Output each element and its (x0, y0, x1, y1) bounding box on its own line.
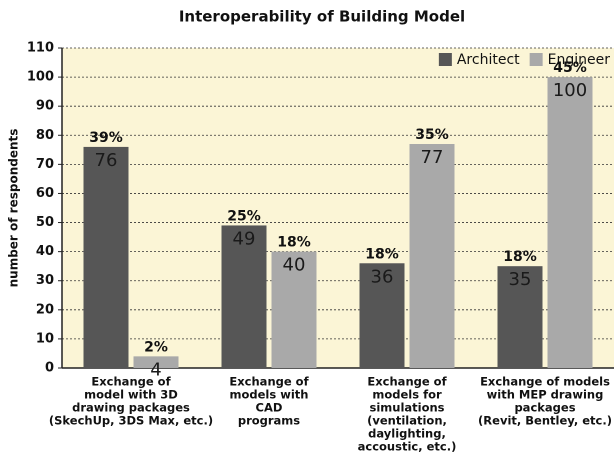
bar (547, 77, 593, 368)
percent-label: 18% (277, 235, 311, 251)
bar (133, 356, 179, 368)
x-tick-label: daylighting, (368, 427, 446, 441)
y-tick-label: 50 (36, 215, 54, 230)
x-tick-label: drawing packages (72, 401, 190, 415)
x-tick-label: models for (372, 388, 442, 402)
percent-label: 45% (553, 60, 587, 76)
y-tick-label: 100 (27, 70, 54, 85)
value-label: 76 (95, 150, 118, 171)
chart-title: Interoperability of Building Model (179, 8, 465, 26)
bar (359, 263, 405, 368)
bar (221, 225, 267, 368)
legend-swatch (438, 53, 452, 66)
y-tick-label: 40 (36, 244, 54, 259)
x-tick-label: with MEP drawing (487, 388, 604, 402)
x-tick-label: model with 3D (84, 388, 178, 402)
value-label: 36 (371, 266, 394, 287)
value-label: 4 (150, 359, 161, 380)
x-tick-label: (SkechUp, 3DS Max, etc.) (49, 414, 213, 428)
bar (271, 251, 317, 368)
x-tick-label: models with (230, 388, 309, 402)
x-tick-label: CAD (256, 401, 283, 415)
percent-label: 25% (227, 208, 261, 224)
legend-label: Engineer (548, 52, 611, 68)
x-tick-label: (Revit, Bentley, etc.) (478, 414, 612, 428)
bar (497, 266, 543, 368)
y-tick-label: 30 (36, 273, 54, 288)
x-tick-label: (ventilation, (367, 414, 447, 428)
value-label: 49 (233, 228, 256, 249)
x-tick-label: Exchange of (367, 375, 447, 389)
value-label: 77 (421, 147, 444, 168)
value-label: 100 (553, 80, 587, 101)
x-tick-label: Exchange of models (480, 375, 610, 389)
percent-label: 18% (503, 249, 537, 265)
bar (83, 146, 129, 368)
percent-label: 39% (89, 130, 123, 146)
bar (409, 144, 455, 368)
y-tick-label: 70 (36, 157, 54, 172)
x-tick-label: simulations (369, 401, 444, 415)
y-axis-label: number of respondents (7, 129, 21, 288)
legend-label: Architect (457, 52, 520, 68)
x-tick-label: programs (238, 414, 300, 428)
percent-label: 2% (144, 339, 168, 355)
legend-swatch (529, 53, 543, 66)
x-tick-label: Exchange of (229, 375, 309, 389)
y-tick-label: 80 (36, 128, 54, 143)
y-tick-label: 0 (45, 361, 54, 376)
y-tick-label: 20 (36, 302, 54, 317)
x-tick-label: Exchange of (91, 375, 171, 389)
y-tick-label: 110 (27, 41, 54, 56)
percent-label: 18% (365, 246, 399, 262)
value-label: 35 (509, 269, 532, 290)
x-tick-label: packages (514, 401, 575, 415)
value-label: 40 (283, 255, 306, 276)
percent-label: 35% (415, 127, 449, 143)
y-tick-label: 10 (36, 331, 54, 346)
y-tick-label: 60 (36, 186, 54, 201)
x-tick-label: accoustic, etc.) (358, 440, 457, 454)
y-tick-label: 90 (36, 99, 54, 114)
